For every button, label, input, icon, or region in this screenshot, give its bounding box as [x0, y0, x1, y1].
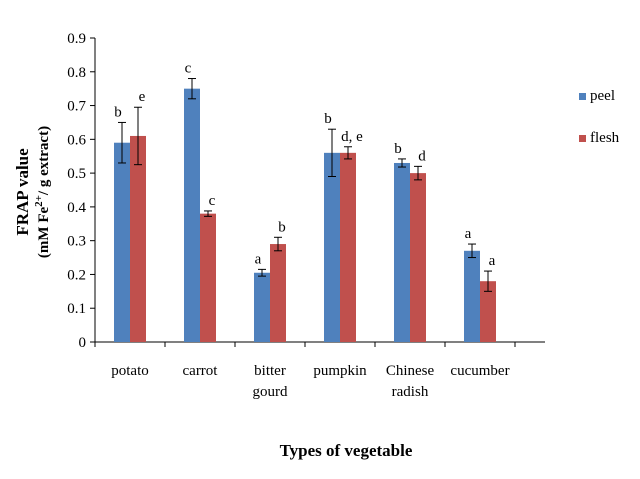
category-label: cucumber [450, 363, 509, 379]
significance-label-flesh: a [489, 253, 496, 269]
y-axis-title: FRAP value (mM Fe2+/ g extract) [13, 126, 52, 258]
axes: 0 0.1 0.2 0.3 0.4 0.5 0.6 0.7 0.8 0.9 [67, 31, 545, 351]
category-label: potato [111, 363, 149, 379]
significance-label-peel: b [324, 111, 332, 127]
y-tick-label: 0.2 [67, 267, 86, 283]
bar-peel [114, 142, 130, 342]
significance-label-flesh: d, e [341, 129, 363, 145]
legend-swatch-peel [579, 93, 586, 100]
category-label: carrot [183, 363, 219, 379]
bar-peel [324, 152, 340, 342]
category-labels: potato carrot bitter gourd pumpkin Chinese rad… [111, 363, 509, 400]
significance-label-peel: a [465, 226, 472, 242]
bar-flesh [270, 244, 286, 342]
significance-label-flesh: e [139, 89, 146, 105]
category-label: Chinese [386, 363, 435, 379]
y-tick-label: 0.5 [67, 166, 86, 182]
category-label: bitter [254, 363, 286, 379]
legend-label-flesh: flesh [590, 130, 620, 146]
bar-flesh [480, 281, 496, 342]
bar-peel [394, 162, 410, 342]
legend: peel flesh [579, 88, 620, 146]
y-tick-label: 0.8 [67, 65, 86, 81]
bar-peel [184, 88, 200, 343]
significance-label-peel: a [255, 251, 262, 267]
y-axis-title-line1: FRAP value [13, 148, 32, 236]
significance-label-flesh: c [209, 193, 216, 209]
y-tick-label: 0.9 [67, 31, 86, 47]
category-label: radish [392, 384, 429, 400]
error-bars [118, 78, 492, 292]
y-tick-label: 0.1 [67, 301, 86, 317]
bar-flesh [200, 213, 216, 342]
category-label: gourd [253, 384, 288, 400]
bar-peel [464, 250, 480, 342]
significance-label-flesh: b [278, 219, 286, 235]
y-tick-label: 0.3 [67, 234, 86, 250]
bar-flesh [340, 152, 356, 342]
bar-flesh [130, 135, 146, 342]
significance-label-peel: b [114, 104, 122, 120]
y-tick-label: 0.6 [67, 132, 86, 148]
significance-label-peel: b [394, 141, 402, 157]
significance-label-flesh: d [418, 148, 426, 164]
y-axis-title-line2: (mM Fe2+/ g extract) [33, 126, 52, 258]
bar-flesh [410, 173, 426, 342]
y-tick-label: 0 [79, 335, 87, 351]
category-label: pumpkin [313, 363, 367, 379]
y-tick-label: 0.7 [67, 99, 86, 115]
bars [114, 88, 496, 343]
x-axis-title: Types of vegetable [280, 441, 413, 460]
legend-swatch-flesh [579, 135, 586, 142]
significance-label-peel: c [185, 61, 192, 77]
y-tick-label: 0.4 [67, 200, 86, 216]
bar-peel [254, 272, 270, 342]
legend-label-peel: peel [590, 88, 615, 104]
